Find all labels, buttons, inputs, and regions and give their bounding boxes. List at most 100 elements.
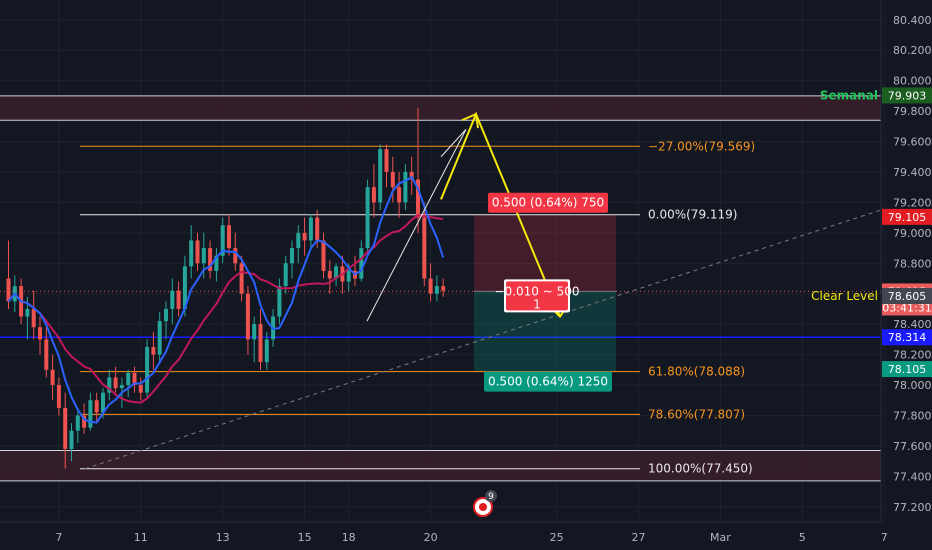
dashed-trendline <box>84 209 882 470</box>
semanal-price-label: 79.903 <box>888 89 927 102</box>
candle-body <box>390 171 395 188</box>
target-label-text: 0.500 (0.64%) 1250 <box>488 375 608 389</box>
semanal-label: Semanal <box>820 88 878 102</box>
clear-level-price-label: 78.605 <box>888 290 927 303</box>
grid <box>0 0 885 522</box>
blue-line-price-label-bg <box>882 329 932 346</box>
time-tick-label: 20 <box>424 531 438 544</box>
stop-label-bg <box>488 192 608 213</box>
candle-body <box>113 377 118 389</box>
candle-body <box>441 286 446 291</box>
price-axis-labels: 79.90379.10578.61503:41:3178.60578.31478… <box>811 87 932 378</box>
fibonacci-levels[interactable]: −27.00%(79.569) 0.00%(79.119) 61.80%(78.08… <box>80 139 755 476</box>
candle-body <box>283 263 288 287</box>
blue-moving-average <box>7 175 445 424</box>
candle-body <box>94 400 99 413</box>
red-ma-price-label-bg <box>882 208 932 225</box>
candle-body <box>290 248 294 264</box>
fib-level-label: 100.00%(77.450) <box>648 462 753 476</box>
candle-body <box>63 407 68 449</box>
candle-body <box>264 339 269 363</box>
time-axis[interactable]: 7 11 13 15 18 20 25 27 Mar 5 7 <box>55 531 887 544</box>
candle-body <box>239 263 244 294</box>
candle-body <box>31 308 36 328</box>
time-tick-label: 18 <box>342 531 356 544</box>
green-price-label: 78.105 <box>888 363 927 376</box>
target-label-bg <box>484 371 612 392</box>
candle-body <box>302 232 307 241</box>
time-tick-label: 25 <box>550 531 564 544</box>
candle-body <box>138 385 143 393</box>
price-tick-label: 79.600 <box>893 136 932 149</box>
price-tick-label: 79.800 <box>893 105 932 118</box>
stop-label-text: 0.500 (0.64%) 750 <box>492 196 604 210</box>
candle-body <box>327 270 332 279</box>
candle-body <box>346 270 351 282</box>
price-tick-label: 80.200 <box>893 44 932 57</box>
candle-body <box>334 266 339 279</box>
candle-body <box>315 217 320 241</box>
candle-body <box>227 225 231 249</box>
candle-body <box>201 248 206 264</box>
time-tick-label: 13 <box>216 531 230 544</box>
price-tick-label: 77.200 <box>893 501 932 514</box>
fib-level-label: 78.60%(77.807) <box>648 407 745 421</box>
clear-level-price-label-bg <box>882 288 932 305</box>
candle-body <box>145 346 150 393</box>
price-tick-label: 78.800 <box>893 257 932 270</box>
price-tick-label: 79.000 <box>893 227 932 240</box>
red-ma-price-label: 79.105 <box>888 211 927 224</box>
candle-body <box>170 290 175 309</box>
candle-body <box>220 225 225 256</box>
price-tick-label: 77.400 <box>893 470 932 483</box>
candle-body <box>252 324 257 340</box>
candle-body <box>359 248 364 279</box>
position-labels: 0.500 (0.64%) 750 0.500 (0.64%) 1250 −0.01… <box>484 192 612 392</box>
candle-body <box>245 293 250 340</box>
price-zone <box>0 95 881 121</box>
candle-body <box>69 430 74 449</box>
candle-body <box>416 179 420 218</box>
candle-body <box>308 217 313 241</box>
candle-body <box>365 187 370 249</box>
fib-level-label: −27.00%(79.569) <box>648 139 755 153</box>
price-tick-label: 78.400 <box>893 318 932 331</box>
candle-body <box>101 392 105 413</box>
candle-body <box>384 149 389 172</box>
event-icon-dot <box>479 503 487 511</box>
price-tick-label: 79.400 <box>893 166 932 179</box>
event-marker[interactable]: 9 <box>473 490 497 517</box>
price-tick-label: 80.000 <box>893 75 932 88</box>
price-tick-label: 80.400 <box>893 14 932 27</box>
moving-averages <box>7 175 445 424</box>
candle-body <box>75 415 80 431</box>
price-axis[interactable]: 80.400 80.200 80.000 79.800 79.600 79.400 79.2… <box>893 14 932 514</box>
projection-arrowhead <box>461 112 479 129</box>
time-tick-label: 7 <box>55 531 62 544</box>
candle-body <box>6 278 11 302</box>
candle-body <box>195 240 200 264</box>
candle-body <box>38 327 42 340</box>
time-tick-label: 7 <box>881 531 888 544</box>
candle-body <box>296 232 301 249</box>
candle-body <box>258 324 263 363</box>
green-price-label-bg <box>882 361 932 378</box>
horizontal-lines <box>0 290 881 338</box>
candle-body <box>397 187 402 203</box>
candle-body <box>189 240 194 267</box>
candle-body <box>88 400 93 428</box>
candle-body <box>107 377 112 393</box>
candle-body <box>214 255 219 271</box>
fib-level-label: 61.80%(78.088) <box>648 365 745 379</box>
candle-body <box>151 346 156 355</box>
candle-body <box>132 372 137 386</box>
price-tick-label: 77.600 <box>893 440 932 453</box>
drawings[interactable] <box>84 111 882 470</box>
fib-level-label: 0.00%(79.119) <box>648 208 737 222</box>
candle-body <box>176 290 181 309</box>
candle-body <box>56 385 61 408</box>
candle-body <box>164 308 168 322</box>
candle-body <box>321 240 326 271</box>
wedge-drawing <box>366 129 467 322</box>
